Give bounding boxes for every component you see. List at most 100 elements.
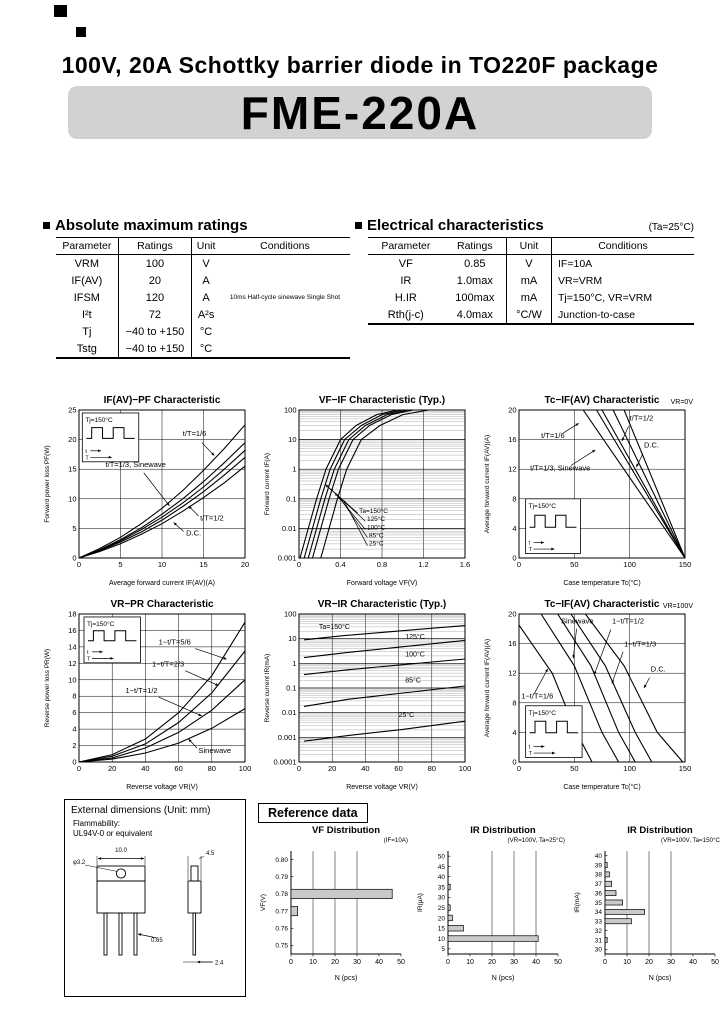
abs-max-title: Absolute maximum ratings [55, 217, 248, 234]
svg-text:0: 0 [72, 554, 76, 563]
corner-mark-icon [76, 27, 86, 37]
svg-text:37: 37 [595, 881, 603, 888]
svg-text:50: 50 [711, 959, 719, 966]
svg-text:VF Distribution: VF Distribution [312, 825, 380, 836]
svg-text:1−t/T=1/2: 1−t/T=1/2 [612, 617, 644, 626]
table-cell: A [191, 272, 220, 289]
svg-text:4: 4 [512, 728, 516, 737]
svg-text:IF(AV)−PF Characteristic: IF(AV)−PF Characteristic [104, 395, 221, 406]
svg-text:100: 100 [459, 764, 472, 773]
table-cell: 72 [117, 306, 192, 323]
svg-text:IR(μA): IR(μA) [417, 893, 424, 912]
distribution-charts: VF Distribution (IF=10A) 0.80 0.79 0.78 0.77 0… [258, 823, 720, 983]
svg-text:15: 15 [438, 926, 446, 933]
svg-text:Forward power loss PF(W): Forward power loss PF(W) [44, 445, 51, 522]
svg-text:N (pcs): N (pcs) [335, 975, 358, 982]
svg-text:0: 0 [77, 560, 81, 569]
svg-text:100°C: 100°C [405, 650, 425, 658]
svg-text:50: 50 [397, 959, 405, 966]
table-cell: IF=10A [551, 254, 694, 272]
svg-text:IR Distribution: IR Distribution [470, 825, 536, 836]
svg-text:t: t [529, 541, 531, 547]
svg-text:35: 35 [438, 884, 446, 891]
svg-text:Ta=150°C: Ta=150°C [359, 507, 388, 515]
chart-vr-ir: VR−IR Characteristic (Typ.) 0 20 40 60 80 100 0… [262, 597, 474, 793]
svg-text:18: 18 [68, 610, 76, 619]
table-cell: −40 to +150 [117, 340, 192, 358]
section-bullet-icon [355, 222, 362, 229]
svg-text:0: 0 [77, 764, 81, 773]
svg-text:1−t/T=5/6: 1−t/T=5/6 [159, 637, 191, 646]
svg-text:0.76: 0.76 [275, 926, 288, 933]
svg-text:31: 31 [595, 937, 603, 944]
characteristic-charts: IF(AV)−PF Characteristic 0 5 10 15 20 0 5 10 15 20… [42, 393, 720, 793]
svg-text:8: 8 [512, 698, 516, 707]
svg-text:0.01: 0.01 [282, 524, 297, 533]
table-header-cell: Ratings [117, 237, 192, 255]
svg-text:1.2: 1.2 [418, 560, 428, 569]
svg-text:T: T [85, 455, 89, 461]
svg-text:Average forward current IF(AV: Average forward current IF(AV)(A) [109, 580, 215, 587]
svg-text:10: 10 [466, 959, 474, 966]
svg-text:0.4: 0.4 [335, 560, 345, 569]
svg-text:6: 6 [72, 708, 76, 717]
chart-ifav-pf: IF(AV)−PF Characteristic 0 5 10 15 20 0 5 10 15 20… [42, 393, 254, 589]
svg-text:0: 0 [297, 560, 301, 569]
svg-text:32: 32 [595, 928, 603, 935]
svg-text:0: 0 [297, 764, 301, 773]
svg-text:45: 45 [438, 864, 446, 871]
svg-text:Reverse current IR(mA): Reverse current IR(mA) [264, 654, 271, 723]
svg-text:(VR=100V, Ta=25°C): (VR=100V, Ta=25°C) [507, 837, 565, 844]
svg-text:T: T [529, 547, 533, 553]
table-header-cell: Unit [505, 237, 552, 255]
svg-text:VF−IF Characteristic (Typ.): VF−IF Characteristic (Typ.) [319, 395, 445, 406]
svg-text:0: 0 [603, 959, 607, 966]
svg-text:1−t/T=1/6: 1−t/T=1/6 [521, 691, 553, 700]
table-cell [220, 323, 350, 340]
svg-text:25°C: 25°C [399, 711, 415, 719]
svg-text:Reverse voltage VR(V): Reverse voltage VR(V) [126, 784, 198, 791]
svg-text:0.65: 0.65 [151, 938, 163, 944]
table-header-cell: Conditions [219, 237, 350, 255]
svg-text:100: 100 [623, 764, 636, 773]
svg-text:(VR=100V, Ta=150°C): (VR=100V, Ta=150°C) [661, 837, 720, 844]
svg-text:Sinewave: Sinewave [199, 746, 232, 755]
svg-text:t/T=1/3, Sinewave: t/T=1/3, Sinewave [106, 460, 166, 469]
svg-text:10: 10 [438, 936, 446, 943]
svg-text:10: 10 [288, 435, 296, 444]
svg-text:12: 12 [68, 659, 76, 668]
svg-text:φ3.2: φ3.2 [73, 860, 86, 866]
svg-text:125°C: 125°C [405, 633, 425, 641]
svg-text:10: 10 [68, 675, 76, 684]
svg-text:10.0: 10.0 [115, 848, 127, 854]
svg-text:(IF=10A): (IF=10A) [384, 837, 408, 844]
svg-text:50: 50 [570, 764, 578, 773]
svg-text:Forward current IF(A): Forward current IF(A) [264, 453, 271, 515]
svg-text:15: 15 [199, 560, 207, 569]
electrical-title: Electrical characteristics [367, 217, 544, 234]
table-cell: 0.85 [464, 257, 486, 270]
table-cell: 1.0max [456, 274, 493, 287]
svg-text:1: 1 [292, 465, 296, 474]
svg-text:33: 33 [595, 919, 603, 926]
svg-text:0: 0 [517, 560, 521, 569]
svg-text:50: 50 [570, 560, 578, 569]
table-cell: IF(AV) [71, 274, 103, 287]
table-row: IFSM 120 A 10ms Half-cycle sinewave Single … [56, 289, 350, 306]
svg-text:0.79: 0.79 [275, 874, 288, 881]
table-cell: 120 [117, 289, 192, 306]
svg-text:t/T=1/6: t/T=1/6 [541, 431, 565, 440]
table-cell: Tstg [76, 342, 97, 355]
svg-text:40: 40 [689, 959, 697, 966]
abs-max-table: Parameter Ratings Unit Conditions VRM 100 V IF(… [56, 237, 350, 359]
svg-text:1.6: 1.6 [460, 560, 470, 569]
table-cell: Rth(j-c) [387, 308, 424, 321]
table-cell: VF [398, 257, 413, 270]
svg-text:100: 100 [239, 764, 252, 773]
svg-text:T: T [87, 656, 91, 662]
table-row: IR 1.0max mA VR=VRM [368, 272, 694, 289]
table-cell [220, 340, 350, 358]
svg-text:85°C: 85°C [405, 676, 421, 684]
svg-text:0.80: 0.80 [275, 857, 288, 864]
svg-text:125°C: 125°C [367, 515, 385, 523]
